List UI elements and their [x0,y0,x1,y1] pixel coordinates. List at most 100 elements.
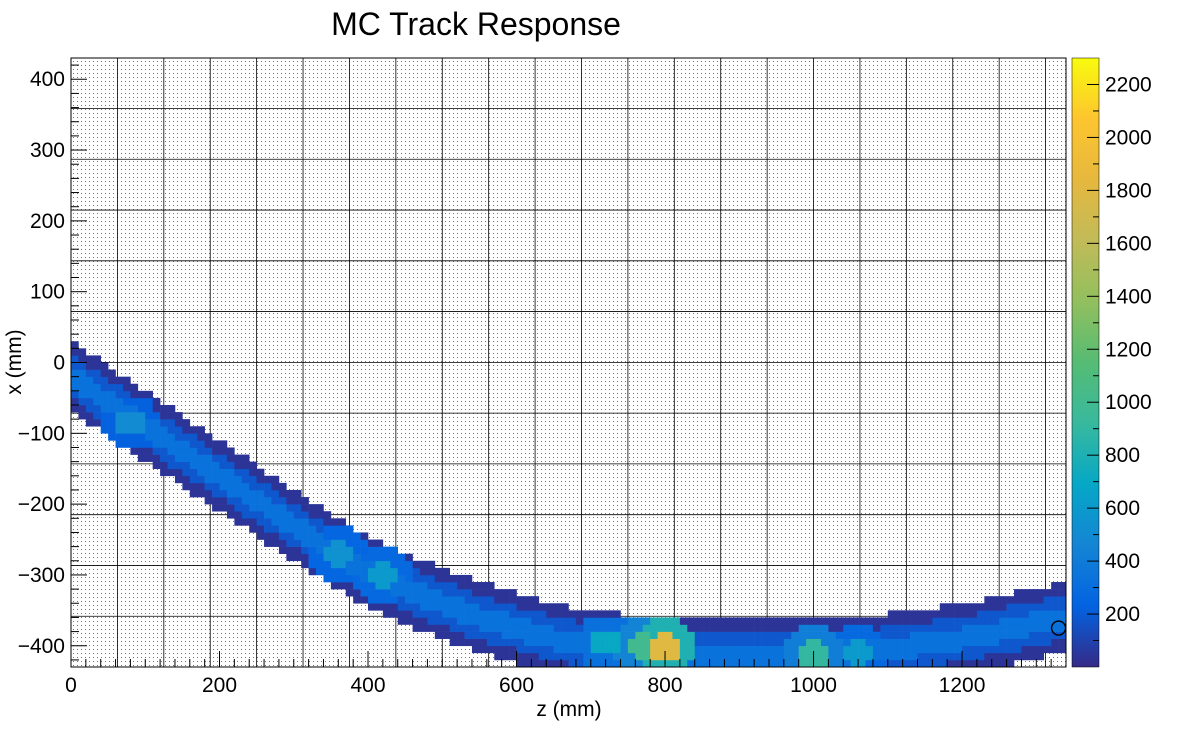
heatmap-cell [145,440,153,448]
heatmap-cell [137,426,146,434]
heatmap-cell [219,461,228,470]
heatmap-cell [115,440,124,448]
heatmap-cell [278,504,287,512]
heatmap-cell [1036,652,1045,661]
heatmap-cell [531,624,540,632]
heatmap-cell [442,624,450,632]
heatmap-cell [115,383,124,392]
heatmap-cell [523,610,532,618]
heatmap-cell [991,596,1000,604]
heatmap-cell [390,546,399,554]
colorbar-tick-label: 1600 [1105,232,1152,255]
heatmap-cell [605,624,614,632]
heatmap-cell [761,645,770,654]
heatmap-cell [984,624,993,632]
heatmap-cell [212,504,220,512]
heatmap-cell [672,645,681,654]
heatmap-cell [635,631,644,639]
heatmap-cell [613,617,621,625]
heatmap-cell [249,511,257,519]
heatmap-cell [895,659,903,668]
heatmap-cell [182,468,191,477]
heatmap-cell [976,617,985,625]
heatmap-cell [182,454,191,462]
heatmap-cell [204,461,213,470]
heatmap-cell [442,589,450,597]
heatmap-cell [798,652,807,661]
heatmap-cell [620,624,629,632]
heatmap-cell [820,624,829,632]
heatmap-cell [197,454,205,462]
heatmap-cell [93,355,102,363]
heatmap-cell [301,511,309,519]
heatmap-cell [100,362,109,370]
heatmap-cell [323,539,332,547]
heatmap-cell [85,369,94,377]
heatmap-cell [813,631,822,639]
heatmap-cell [872,659,881,668]
heatmap-cell [991,652,1000,661]
heatmap-cell [999,617,1007,625]
heatmap-cell [479,610,488,618]
heatmap-cell [442,617,450,625]
heatmap-cell [865,617,874,625]
heatmap-cell [256,475,265,484]
heatmap-cell [1043,603,1052,611]
heatmap-cell [709,631,718,639]
heatmap-cell [902,631,911,639]
heatmap-cell [174,447,183,455]
heatmap-cell [249,497,257,505]
heatmap-cell [783,652,792,661]
heatmap-cell [947,659,955,668]
heatmap-cell [947,652,955,661]
heatmap-cell [293,525,302,533]
heatmap-cell [791,645,799,654]
heatmap-cell [189,454,198,462]
heatmap-cell [360,574,369,583]
heatmap-cell [137,433,146,441]
heatmap-cell [189,461,198,470]
heatmap-cell [709,617,718,625]
heatmap-cell [457,574,465,583]
heatmap-cell [1058,638,1067,647]
heatmap-cell [984,659,993,668]
heatmap-cell [605,659,614,668]
heatmap-cell [353,574,361,583]
colorbar-tick-label: 600 [1105,497,1140,520]
heatmap-cell [390,582,399,590]
heatmap-cell [323,553,332,562]
heatmap-cell [902,624,911,632]
heatmap-cell [1014,603,1022,611]
heatmap-cell [338,574,347,583]
heatmap-cell [71,341,79,349]
heatmap-cell [256,532,265,540]
heatmap-cell [783,638,792,647]
heatmap-cell [278,511,287,519]
heatmap-cell [939,652,948,661]
heatmap-cell [865,652,874,661]
heatmap-cell [368,539,376,547]
heatmap-cell [464,603,473,611]
heatmap-cell [1021,589,1030,597]
heatmap-cell [85,390,94,399]
heatmap-cell [583,645,592,654]
heatmap-cell [947,617,955,625]
heatmap-cell [293,504,302,512]
heatmap-cell [709,645,718,654]
colorbar-tick-label: 200 [1105,603,1140,626]
heatmap-cell [397,553,406,562]
heatmap-cell [353,596,361,604]
heatmap-cell [286,504,295,512]
heatmap-cell [122,412,131,420]
heatmap-cell [182,475,191,484]
heatmap-cell [93,369,102,377]
heatmap-cell [835,617,844,625]
heatmap-cell [330,539,339,547]
heatmap-cell [820,617,829,625]
heatmap-cell [197,461,205,470]
heatmap-cell [271,482,280,491]
heatmap-cell [375,553,384,562]
heatmap-cell [613,631,621,639]
heatmap-cell [1058,617,1067,625]
heatmap-cell [160,454,168,462]
